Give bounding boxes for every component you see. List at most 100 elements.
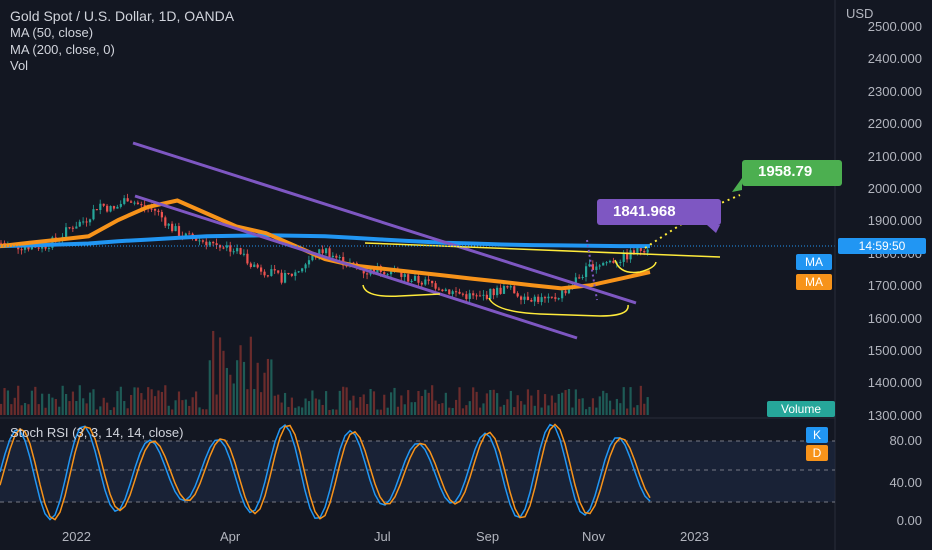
candle-body: [263, 271, 266, 276]
volume-bar: [82, 398, 85, 415]
price-tick: 1300.000: [867, 407, 922, 423]
candle-body: [561, 290, 564, 299]
candle-body: [242, 253, 246, 255]
candle-body: [215, 243, 218, 246]
candle-body: [533, 296, 536, 302]
volume-bar: [256, 362, 259, 415]
volume-bar: [321, 404, 324, 415]
candle-body: [420, 282, 423, 285]
channel-lower: [134, 194, 578, 340]
volume-bar: [437, 403, 441, 415]
currency-label: USD: [846, 6, 874, 21]
ma200-legend[interactable]: MA (200, close, 0): [10, 42, 115, 57]
candle-body: [626, 252, 629, 260]
stoch-tick-40: 40.00: [889, 475, 922, 490]
candle-body: [352, 262, 355, 264]
volume-bar: [174, 400, 177, 415]
candle-body: [82, 221, 85, 223]
volume-bar: [294, 407, 297, 415]
candle-body: [581, 276, 584, 278]
volume-bar: [362, 394, 365, 415]
price-tick: 2500.000: [867, 19, 922, 34]
volume-bars: [0, 330, 649, 415]
candle-body: [598, 265, 601, 267]
ma50-legend[interactable]: MA (50, close): [10, 25, 94, 40]
volume-bar: [472, 387, 475, 415]
volume-bar: [6, 390, 10, 415]
volume-bar: [636, 405, 639, 415]
volume-bar: [232, 383, 235, 415]
price-tick: 1900.000: [867, 213, 922, 229]
volume-bar: [608, 400, 612, 415]
candle-body: [218, 245, 222, 248]
volume-bar: [516, 395, 519, 415]
volume-bar: [106, 402, 109, 415]
volume-bar: [222, 350, 225, 415]
candle-body: [605, 262, 608, 264]
candle-body: [492, 288, 495, 296]
candle-body: [47, 247, 51, 249]
vol-legend[interactable]: Vol: [10, 58, 29, 73]
candle-body: [65, 227, 68, 237]
candle-body: [465, 294, 468, 299]
candle-body: [95, 209, 98, 211]
candle-body: [441, 289, 444, 292]
volume-bar: [383, 394, 386, 415]
stoch-tick-0: 0.00: [896, 513, 922, 528]
price-tick: 2200.000: [867, 116, 922, 132]
volume-bar: [143, 399, 146, 415]
volume-bar: [605, 393, 608, 415]
candle-body: [540, 297, 543, 302]
candle-body: [585, 266, 588, 277]
volume-bar: [328, 409, 331, 415]
stoch-title[interactable]: Stoch RSI (3, 3, 14, 14, close): [10, 425, 184, 440]
volume-bar: [58, 406, 61, 415]
candle-body: [270, 269, 273, 276]
target-dotted: [586, 239, 598, 301]
candle-body: [109, 206, 112, 212]
candle-body: [608, 260, 612, 263]
volume-bar: [47, 393, 51, 415]
volume-bar: [123, 401, 126, 415]
candle-body: [167, 223, 170, 226]
candle-body: [383, 272, 386, 275]
candle-body: [78, 221, 81, 227]
volume-bar: [239, 345, 242, 415]
volume-bar: [301, 407, 304, 415]
volume-bar: [23, 402, 27, 415]
volume-bar: [581, 398, 584, 415]
candle-body: [253, 264, 256, 267]
volume-bar: [198, 407, 201, 415]
volume-bar: [119, 386, 122, 415]
candle-body: [366, 273, 369, 275]
annotation-box-2[interactable]: [742, 160, 842, 186]
volume-bar: [266, 358, 270, 415]
candle-body: [595, 266, 598, 271]
price-tick: 1600.000: [867, 310, 922, 326]
candle-body: [574, 277, 577, 286]
volume-bar: [212, 330, 215, 415]
candle-body: [520, 296, 523, 300]
volume-bar: [41, 393, 44, 415]
volume-bar: [37, 404, 40, 415]
candle-body: [509, 286, 512, 288]
volume-bar: [30, 390, 33, 415]
volume-bar: [485, 393, 488, 415]
candle-body: [123, 198, 126, 204]
candle-body: [99, 203, 102, 210]
volume-bar: [126, 408, 129, 415]
candle-body: [294, 272, 297, 276]
volume-bar: [475, 391, 478, 415]
stoch-band: [0, 441, 835, 502]
volume-bar: [246, 389, 249, 415]
volume-bar: [3, 388, 6, 415]
annotation-box-1[interactable]: [597, 199, 721, 225]
candle-body: [413, 276, 417, 281]
candle-body: [301, 268, 304, 272]
volume-bar: [499, 406, 502, 415]
candle-body: [458, 291, 461, 294]
volume-bar: [184, 399, 187, 415]
candle-body: [400, 272, 403, 277]
volume-bar: [273, 395, 276, 415]
